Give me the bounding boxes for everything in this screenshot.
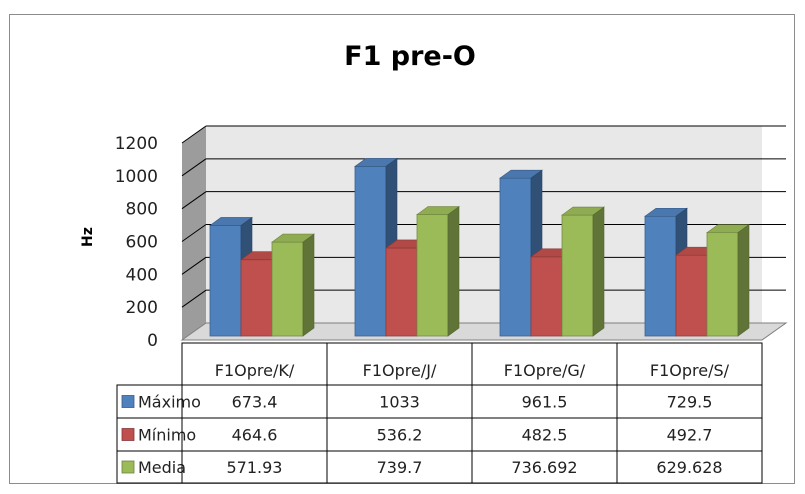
data-value-label: 464.6 bbox=[232, 426, 278, 445]
bar-side bbox=[593, 207, 604, 336]
data-value-label: 673.4 bbox=[232, 393, 278, 412]
data-value-label: 482.5 bbox=[522, 426, 568, 445]
bar-front bbox=[272, 242, 303, 336]
data-value-label: 1033 bbox=[379, 393, 420, 412]
chart-title: F1 pre-O bbox=[344, 41, 476, 72]
legend-series-name: Mínimo bbox=[138, 426, 196, 445]
bar-front bbox=[676, 255, 707, 336]
category-label: F1Opre/S/ bbox=[650, 361, 730, 380]
y-tick-label: 200 bbox=[126, 298, 158, 318]
y-tick-label: 1000 bbox=[115, 167, 158, 187]
y-tick-label: 0 bbox=[147, 331, 158, 351]
data-value-label: 961.5 bbox=[522, 393, 568, 412]
bar-side bbox=[448, 207, 459, 336]
bar-side bbox=[738, 225, 749, 336]
bar-front bbox=[562, 215, 593, 336]
y-axis-label: Hz bbox=[80, 227, 96, 247]
data-value-label: 536.2 bbox=[377, 426, 423, 445]
chart-frame: F1 pre-O Hz 0 200 400 600 800 1000 1200 F1Opre… bbox=[9, 14, 795, 484]
bar-front bbox=[500, 178, 531, 336]
y-axis-ticks: 0 200 400 600 800 1000 1200 bbox=[115, 134, 158, 351]
bar-front bbox=[241, 260, 272, 336]
data-value-label: 736.692 bbox=[511, 458, 577, 477]
bar-front bbox=[531, 257, 562, 336]
legend-swatch bbox=[122, 461, 134, 473]
category-label: F1Opre/K/ bbox=[215, 361, 295, 380]
category-label: F1Opre/G/ bbox=[504, 361, 586, 380]
bar-front bbox=[645, 216, 676, 336]
legend-series-name: Máximo bbox=[138, 393, 201, 412]
legend-swatch bbox=[122, 396, 134, 408]
legend-series-name: Media bbox=[138, 458, 186, 477]
bar-front bbox=[355, 166, 386, 336]
bar bbox=[417, 207, 459, 336]
data-value-label: 739.7 bbox=[377, 458, 423, 477]
bar-side bbox=[303, 234, 314, 336]
bar bbox=[562, 207, 604, 336]
data-value-label: 571.93 bbox=[227, 458, 283, 477]
y-tick-label: 400 bbox=[126, 265, 158, 285]
y-tick-label: 1200 bbox=[115, 134, 158, 154]
bar-front bbox=[386, 248, 417, 336]
chart: F1 pre-O Hz 0 200 400 600 800 1000 1200 F1Opre… bbox=[10, 15, 796, 485]
bar bbox=[707, 225, 749, 336]
data-value-label: 629.628 bbox=[656, 458, 722, 477]
bar bbox=[272, 234, 314, 336]
bar-front bbox=[707, 233, 738, 336]
y-tick-label: 600 bbox=[126, 233, 158, 253]
y-tick-label: 800 bbox=[126, 200, 158, 220]
data-table: F1Opre/K/F1Opre/J/F1Opre/G/F1Opre/S/Máxi… bbox=[117, 343, 762, 483]
legend-swatch bbox=[122, 429, 134, 441]
bar-front bbox=[417, 215, 448, 336]
data-value-label: 729.5 bbox=[667, 393, 713, 412]
category-label: F1Opre/J/ bbox=[363, 361, 437, 380]
data-value-label: 492.7 bbox=[667, 426, 713, 445]
bar-front bbox=[210, 225, 241, 336]
